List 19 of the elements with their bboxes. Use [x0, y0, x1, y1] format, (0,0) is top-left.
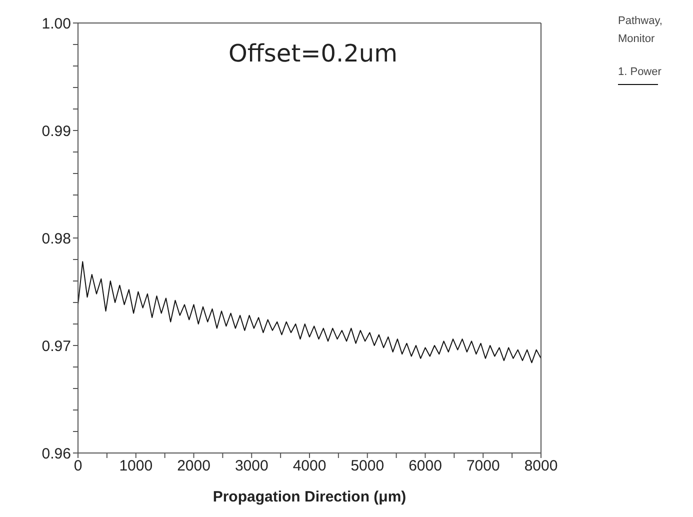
y-tick-label: 0.99	[42, 122, 71, 140]
y-tick-label: 0.98	[42, 230, 71, 248]
x-tick-label: 5000	[350, 458, 384, 475]
x-tick-label: 4000	[292, 458, 326, 475]
x-tick-label: 8000	[524, 458, 558, 475]
x-tick-label: 7000	[466, 458, 500, 475]
x-tick-label: 1000	[119, 458, 153, 475]
text: 1. Power	[618, 66, 662, 78]
x-tick-label: 0	[74, 458, 82, 475]
y-tick-label: 1.00	[42, 15, 71, 32]
legend-title: Pathway, Monitor	[618, 14, 664, 47]
x-tick-label: 3000	[234, 458, 268, 475]
y-tick-label: 0.97	[42, 338, 71, 355]
y-tick-label: 0.96	[42, 445, 71, 462]
line-series	[78, 261, 541, 364]
x-tick-label: 2000	[177, 458, 210, 475]
x-tick-label: 6000	[408, 458, 442, 475]
annotation: Offset=0.2um	[228, 40, 398, 68]
x-axis-title: Propagation Direction (μm)	[212, 488, 406, 506]
